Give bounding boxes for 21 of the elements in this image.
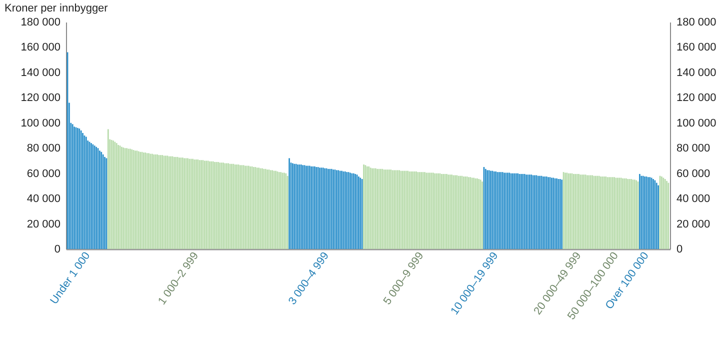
y2-tick-label: 140 000 — [676, 66, 716, 79]
y2-tick-label: 20 000 — [676, 218, 710, 230]
y2-tick-label: 0 — [676, 244, 683, 256]
y2-tick-label: 60 000 — [676, 168, 710, 180]
y2-tick-label: 180 000 — [676, 16, 716, 28]
y2-tick-label: 120 000 — [676, 92, 716, 104]
y-tick-label: 20 000 — [26, 218, 60, 230]
y-tick-label: 180 000 — [20, 16, 60, 28]
y2-tick-label: 80 000 — [676, 142, 710, 155]
y-tick-label: 60 000 — [26, 168, 60, 180]
y-tick-label: 120 000 — [20, 92, 60, 104]
y-tick-label: 160 000 — [20, 42, 60, 54]
y-axis-title: Kroner per innbygger — [4, 2, 108, 14]
y-tick-label: 40 000 — [26, 193, 60, 206]
y-tick-label: 0 — [54, 244, 60, 256]
y2-tick-label: 160 000 — [676, 42, 716, 54]
y-tick-label: 80 000 — [26, 142, 60, 155]
y-tick-label: 140 000 — [20, 66, 60, 79]
y2-tick-label: 40 000 — [676, 193, 710, 206]
y2-tick-label: 100 000 — [676, 117, 716, 130]
y-tick-label: 100 000 — [20, 117, 60, 130]
